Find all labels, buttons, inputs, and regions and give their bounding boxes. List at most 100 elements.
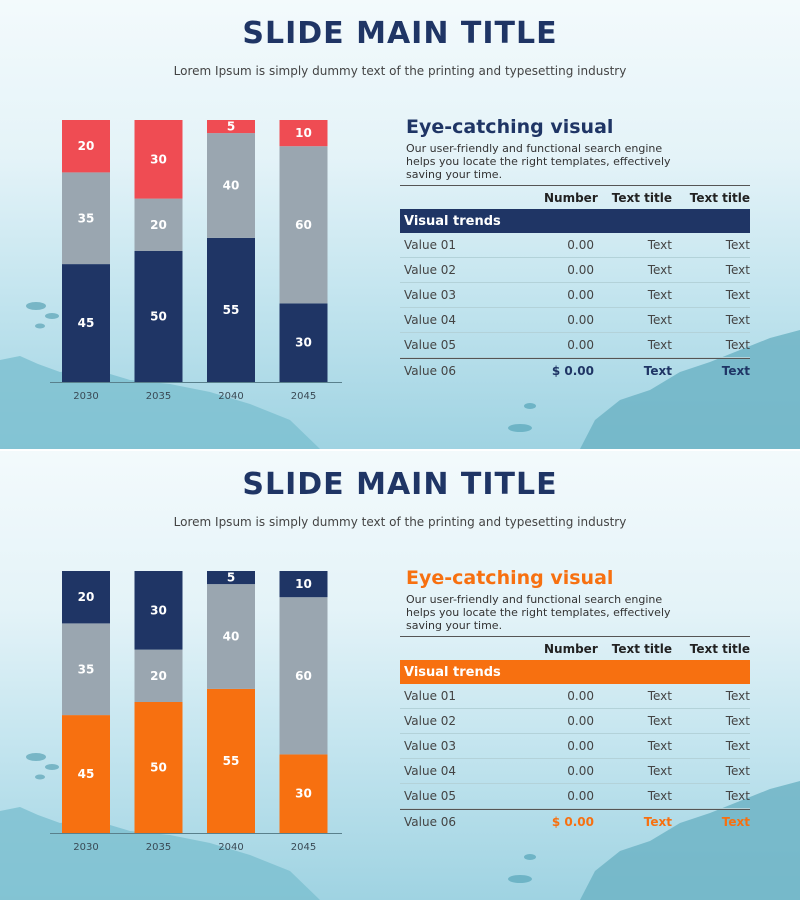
data-label: 40 xyxy=(223,630,240,644)
data-label: 35 xyxy=(78,211,95,225)
table-cell: Text xyxy=(721,364,750,378)
x-tick-label: 2040 xyxy=(218,842,243,853)
bar-segment xyxy=(62,571,110,624)
data-label: 30 xyxy=(150,603,167,617)
bar-segment xyxy=(279,597,328,755)
slide-subtitle: Lorem Ipsum is simply dummy text of the … xyxy=(173,515,627,529)
table-cell: Value 01 xyxy=(404,238,457,252)
table-row: Value 04 0.00 Text Text xyxy=(400,759,750,784)
bar-segment xyxy=(134,120,183,199)
bar-segment xyxy=(62,120,110,173)
data-label: 55 xyxy=(223,303,240,317)
table-cell: Value 04 xyxy=(404,764,457,778)
table-row: Value 01 0.00 Text Text xyxy=(400,233,750,258)
bar-segment xyxy=(207,120,255,134)
table-cell: Text xyxy=(721,815,750,829)
column-header: Text title xyxy=(689,641,750,656)
x-tick-label: 2040 xyxy=(218,391,243,402)
bar-segment xyxy=(279,146,328,304)
table-cell: Text xyxy=(643,364,672,378)
data-label: 40 xyxy=(223,179,240,193)
slide-1: SLIDE MAIN TITLE Lorem Ipsum is simply d… xyxy=(0,0,800,449)
table-row: Value 06 $ 0.00 Text Text xyxy=(400,358,750,383)
table-cell: 0.00 xyxy=(567,338,594,352)
table-cell: Value 06 xyxy=(404,815,457,829)
table-cell: 0.00 xyxy=(567,689,594,703)
bar-segment xyxy=(62,264,110,382)
bar-segment xyxy=(134,649,183,702)
data-label: 35 xyxy=(78,662,95,676)
bar-segment xyxy=(279,754,328,833)
table-cell: Text xyxy=(647,764,672,778)
slide-subtitle: Lorem Ipsum is simply dummy text of the … xyxy=(173,64,627,78)
table-cell: Text xyxy=(725,338,750,352)
data-label: 30 xyxy=(295,787,312,801)
table-cell: 0.00 xyxy=(567,789,594,803)
slide-2: SLIDE MAIN TITLE Lorem Ipsum is simply d… xyxy=(0,451,800,900)
info-panel: Eye-catching visual Our user-friendly an… xyxy=(400,116,750,383)
data-table: Number Text title Text title Visual trends V… xyxy=(400,636,750,834)
column-header: Text title xyxy=(611,641,672,656)
data-label: 20 xyxy=(78,139,95,153)
bar-segment xyxy=(279,120,328,147)
bar-segment xyxy=(134,702,183,833)
data-label: 60 xyxy=(295,218,312,232)
table-cell: Text xyxy=(725,313,750,327)
panel-description: Our user-friendly and functional search … xyxy=(406,593,671,632)
data-label: 30 xyxy=(150,152,167,166)
bar-segment xyxy=(62,623,110,716)
table-cell: Text xyxy=(647,338,672,352)
table-row: Value 03 0.00 Text Text xyxy=(400,283,750,308)
table-row: Value 02 0.00 Text Text xyxy=(400,709,750,734)
table-row: Value 05 0.00 Text Text xyxy=(400,784,750,809)
data-label: 60 xyxy=(295,669,312,683)
table-cell: Text xyxy=(647,313,672,327)
column-header: Text title xyxy=(689,190,750,205)
data-label: 50 xyxy=(150,761,167,775)
table-row: Value 05 0.00 Text Text xyxy=(400,333,750,358)
data-label: 10 xyxy=(295,577,312,591)
x-tick-label: 2030 xyxy=(73,391,98,402)
table-cell: Value 02 xyxy=(404,263,457,277)
table-cell: Text xyxy=(647,263,672,277)
table-row: Value 04 0.00 Text Text xyxy=(400,308,750,333)
bar-segment xyxy=(134,571,183,650)
data-label: 20 xyxy=(150,218,167,232)
table-cell: 0.00 xyxy=(567,288,594,302)
table-cell: Text xyxy=(647,789,672,803)
table-cell: $ 0.00 xyxy=(551,815,594,829)
data-label: 20 xyxy=(150,669,167,683)
panel-heading: Eye-catching visual xyxy=(406,567,614,589)
bar-segment xyxy=(279,303,328,382)
table-row: Value 01 0.00 Text Text xyxy=(400,684,750,709)
data-label: 45 xyxy=(78,316,95,330)
table-cell: 0.00 xyxy=(567,313,594,327)
info-panel: Eye-catching visual Our user-friendly an… xyxy=(400,567,750,834)
table-cell: $ 0.00 xyxy=(551,364,594,378)
data-label: 45 xyxy=(78,767,95,781)
x-tick-label: 2045 xyxy=(291,842,316,853)
table-cell: Value 05 xyxy=(404,789,457,803)
table-cell: Value 04 xyxy=(404,313,457,327)
table-cell: Value 01 xyxy=(404,689,457,703)
table-cell: Value 03 xyxy=(404,739,457,753)
x-tick-label: 2045 xyxy=(291,391,316,402)
panel-heading: Eye-catching visual xyxy=(406,116,614,138)
table-cell: 0.00 xyxy=(567,764,594,778)
data-label: 10 xyxy=(295,126,312,140)
x-tick-label: 2030 xyxy=(73,842,98,853)
table-cell: Text xyxy=(725,739,750,753)
slide-title: SLIDE MAIN TITLE xyxy=(242,467,558,502)
data-label: 5 xyxy=(227,571,235,585)
bar-segment xyxy=(134,198,183,251)
bar-segment xyxy=(62,172,110,265)
data-label: 30 xyxy=(295,336,312,350)
column-header: Number xyxy=(544,641,598,656)
table-cell: 0.00 xyxy=(567,238,594,252)
table-cell: Text xyxy=(647,714,672,728)
data-table: Number Text title Text title Visual trends V… xyxy=(400,185,750,383)
table-cell: Value 05 xyxy=(404,338,457,352)
slide-title: SLIDE MAIN TITLE xyxy=(242,16,558,51)
